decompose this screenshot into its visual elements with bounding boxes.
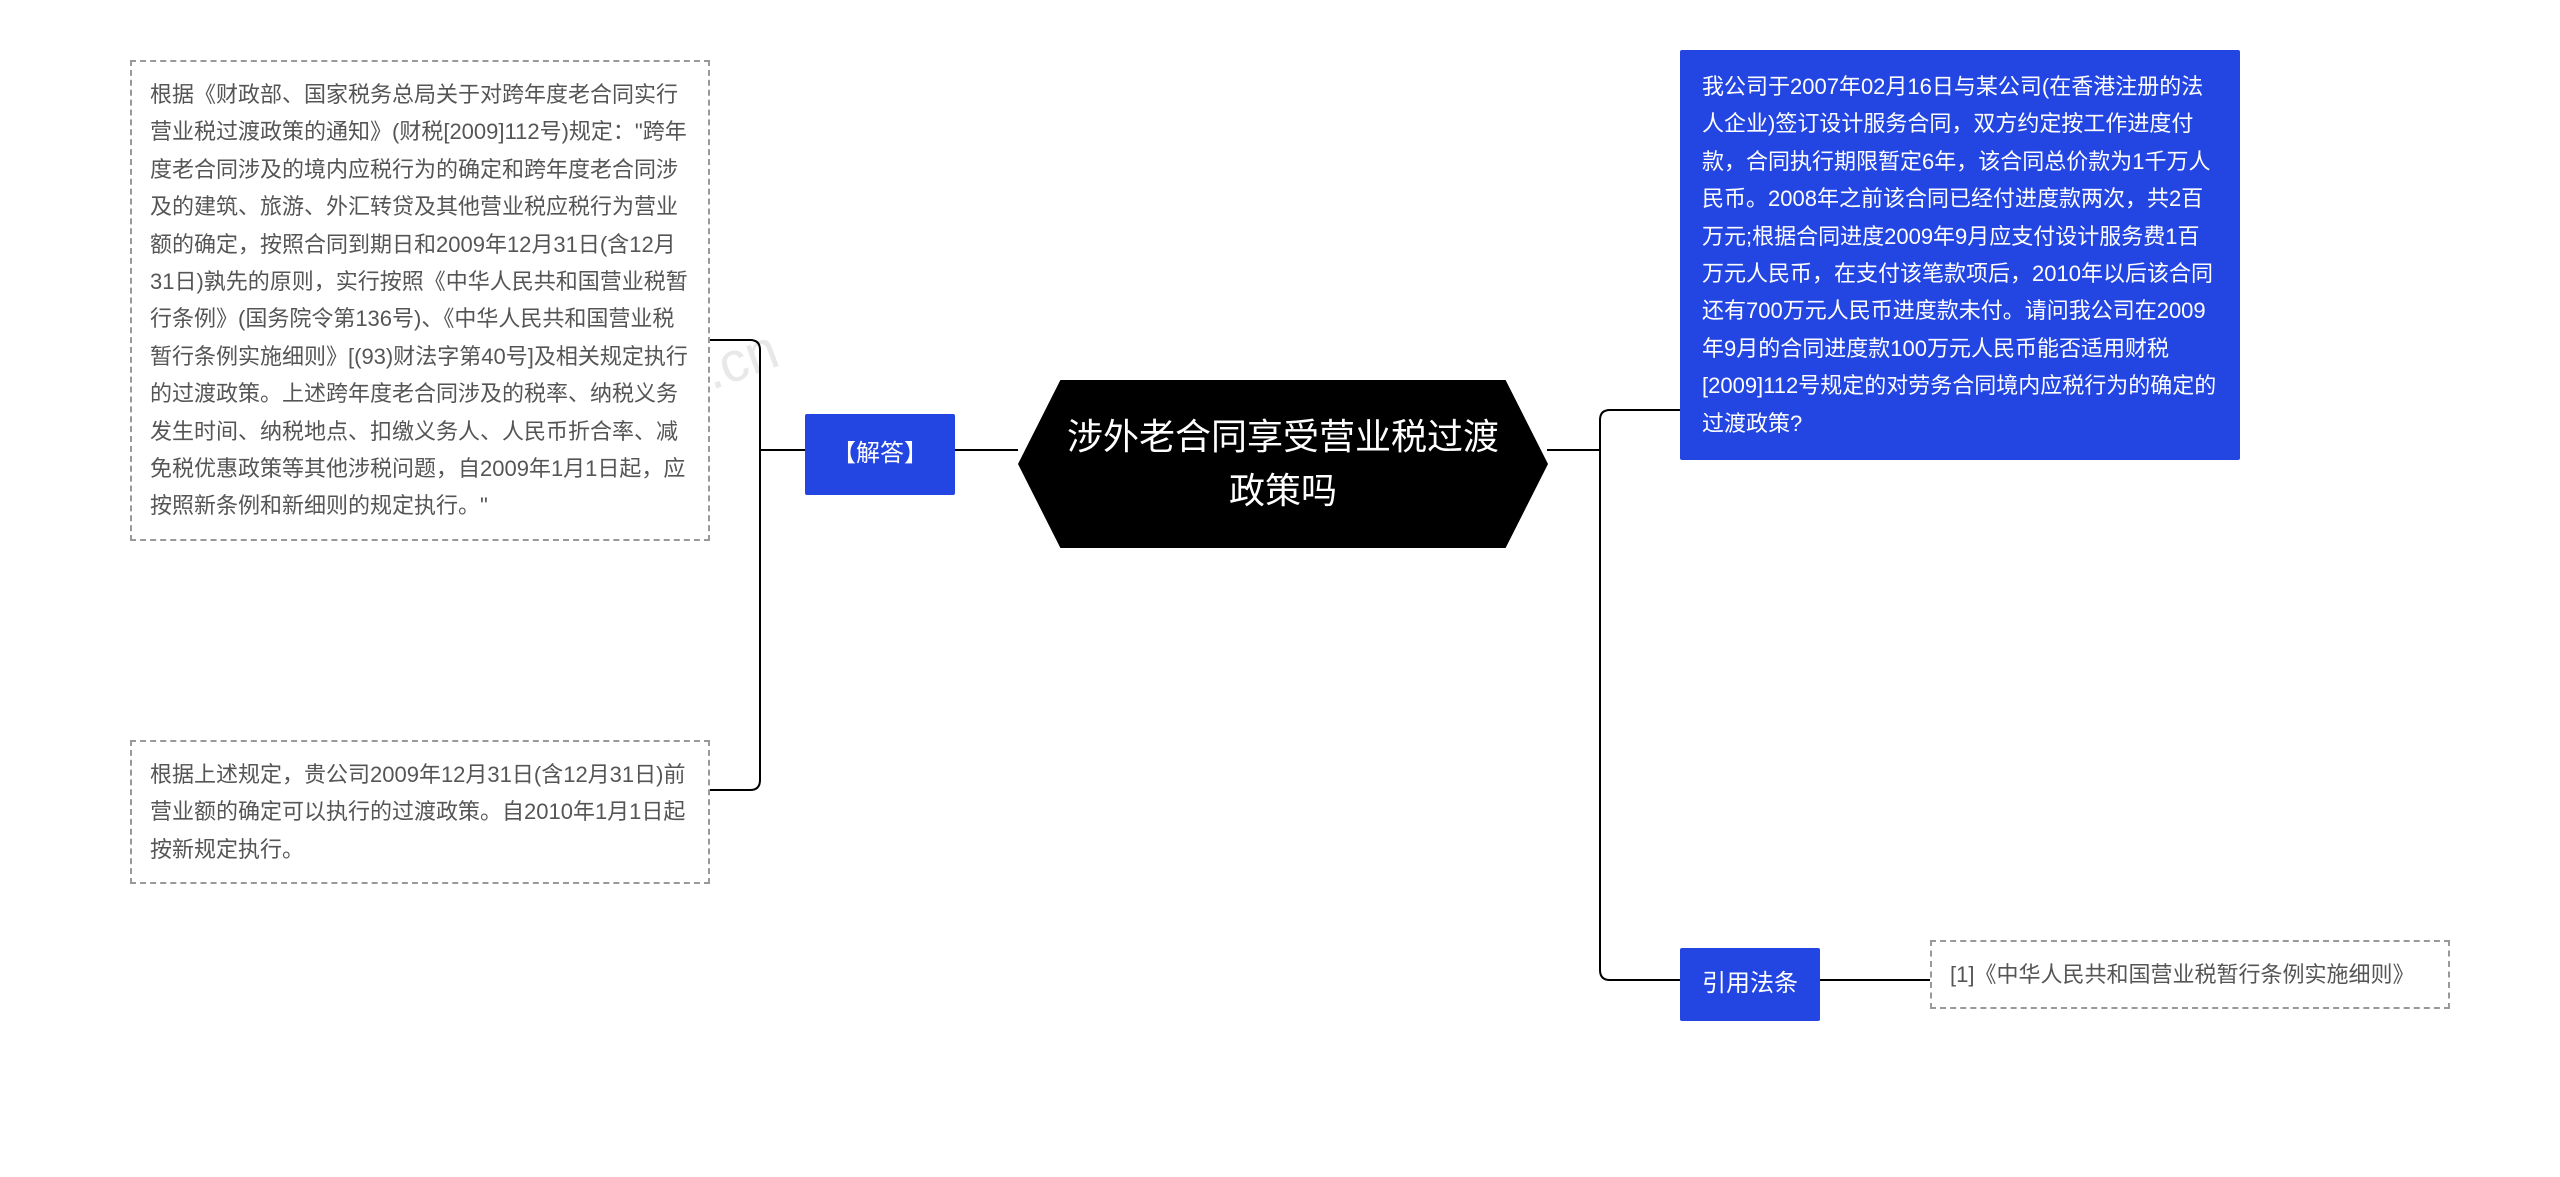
law-label-text: 引用法条 bbox=[1702, 970, 1798, 997]
question-node: 我公司于2007年02月16日与某公司(在香港注册的法人企业)签订设计服务合同，… bbox=[1680, 50, 2240, 460]
answer-para2-node: 根据上述规定，贵公司2009年12月31日(含12月31日)前营业额的确定可以执… bbox=[130, 740, 710, 884]
answer-label-node: 【解答】 bbox=[805, 414, 955, 495]
answer-para1-node: 根据《财政部、国家税务总局关于对跨年度老合同实行营业税过渡政策的通知》(财税[2… bbox=[130, 60, 710, 541]
answer-label-text: 【解答】 bbox=[832, 440, 928, 467]
center-title-text: 涉外老合同享受营业税过渡政策吗 bbox=[1067, 416, 1499, 511]
question-text: 我公司于2007年02月16日与某公司(在香港注册的法人企业)签订设计服务合同，… bbox=[1702, 74, 2216, 436]
law-label-node: 引用法条 bbox=[1680, 948, 1820, 1021]
law-ref-text: [1]《中华人民共和国营业税暂行条例实施细则》 bbox=[1950, 962, 2414, 987]
center-title-node: 涉外老合同享受营业税过渡政策吗 bbox=[1018, 380, 1548, 548]
law-ref-node: [1]《中华人民共和国营业税暂行条例实施细则》 bbox=[1930, 940, 2450, 1009]
answer-para1-text: 根据《财政部、国家税务总局关于对跨年度老合同实行营业税过渡政策的通知》(财税[2… bbox=[150, 82, 688, 518]
answer-para2-text: 根据上述规定，贵公司2009年12月31日(含12月31日)前营业额的确定可以执… bbox=[150, 762, 685, 862]
